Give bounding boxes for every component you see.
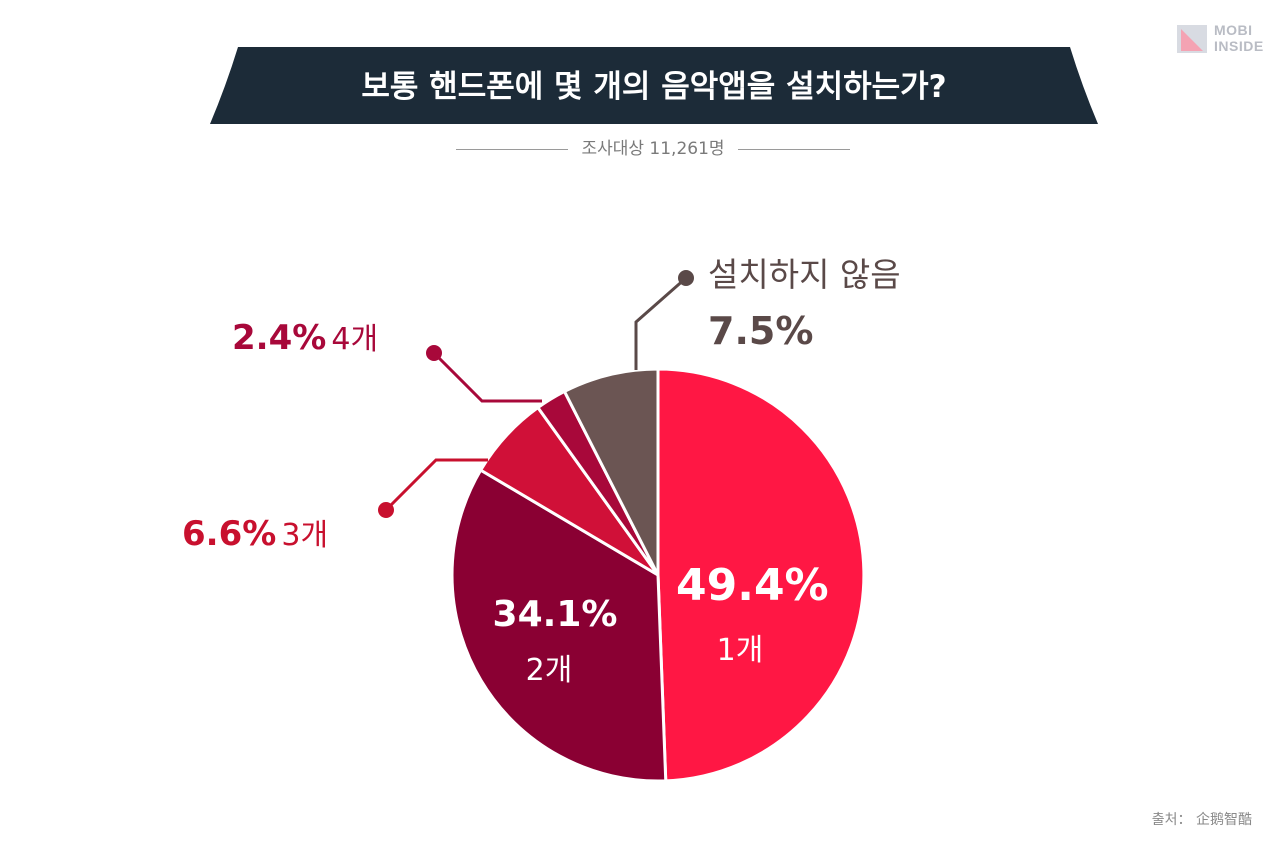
slice-2-percent: 34.1%	[492, 594, 618, 635]
slice-3-percent: 6.6%	[182, 514, 277, 554]
slice-1-label: 49.4% 1개	[676, 560, 829, 676]
pie-slice-2	[450, 468, 668, 783]
slice-4-percent: 2.4%	[232, 318, 327, 358]
pie-slice-5	[562, 367, 660, 576]
logo-mark-icon	[1177, 25, 1207, 53]
slice-5-category: 설치하지 않음	[708, 255, 901, 294]
slice-1-percent: 49.4%	[676, 560, 829, 611]
title-banner	[210, 47, 1098, 124]
page-title: 보통 핸드폰에 몇 개의 음악앱을 설치하는가?	[361, 69, 947, 105]
logo-text: MOBI INSIDE	[1214, 22, 1264, 54]
pie-slices	[450, 367, 866, 783]
subtitle-left-rule	[456, 149, 568, 150]
leader-slice-5	[634, 276, 687, 370]
slice-4-category: 4개	[331, 322, 379, 357]
logo-line-2: INSIDE	[1214, 38, 1264, 54]
pie-slice-1	[656, 367, 866, 783]
slice-5-label: 설치하지 않음 7.5%	[708, 252, 901, 356]
slice-4-label: 2.4% 4개	[232, 314, 378, 358]
slice-3-label: 6.6% 3개	[182, 510, 328, 554]
logo-line-1: MOBI	[1214, 22, 1253, 38]
slice-3-category: 3개	[281, 518, 329, 553]
leader-slice-5-dot	[678, 270, 694, 286]
slice-2-category: 2개	[525, 653, 573, 688]
mobiinside-logo: MOBI INSIDE	[1176, 22, 1268, 58]
leader-slice-4	[432, 351, 542, 403]
slice-5-percent: 7.5%	[708, 309, 814, 353]
leader-slice-3-dot	[378, 502, 394, 518]
subtitle: 조사대상 11,261명	[581, 139, 725, 159]
subtitle-right-rule	[738, 149, 850, 150]
subtitle-row: 조사대상 11,261명	[456, 136, 850, 162]
leader-slice-4-dot	[426, 345, 442, 361]
title-ribbon	[210, 47, 1098, 124]
slice-2-label: 34.1% 2개	[488, 592, 622, 694]
leader-slice-3	[384, 458, 488, 512]
slice-1-category: 1개	[716, 633, 764, 668]
leader-lines	[378, 270, 694, 518]
source-note: 출처： 企鹅智酷	[1151, 812, 1252, 828]
